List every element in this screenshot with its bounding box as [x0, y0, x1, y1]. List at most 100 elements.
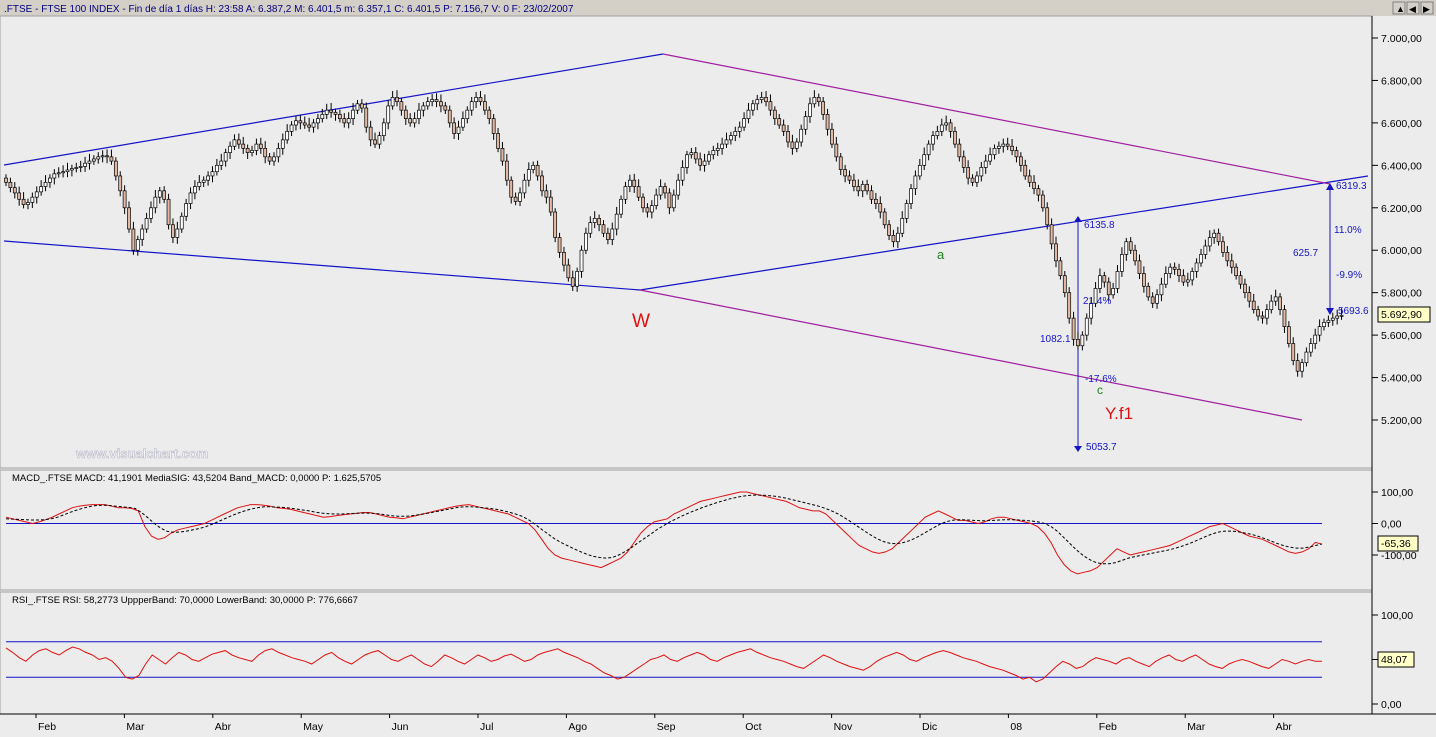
window-title: .FTSE - FTSE 100 INDEX - Fin de día 1 dí… — [4, 4, 574, 15]
candle — [355, 103, 360, 111]
candle — [1111, 288, 1115, 296]
rsi-line — [5, 646, 1323, 683]
candle — [562, 251, 566, 266]
candle — [1058, 260, 1063, 277]
candle — [649, 205, 654, 213]
candle — [131, 228, 136, 251]
candle — [87, 160, 92, 164]
x-tick-label: Feb — [1099, 721, 1117, 732]
candle — [852, 179, 856, 187]
price-y-tick-label: 6.200,00 — [1381, 203, 1422, 215]
candle — [579, 249, 584, 272]
candle — [34, 191, 39, 198]
x-tick-label: May — [303, 721, 324, 732]
macd-lines — [5, 491, 1323, 575]
candle — [526, 169, 531, 181]
candle — [135, 239, 140, 251]
price-y-tick-label: 6.600,00 — [1381, 118, 1422, 130]
candle — [368, 126, 373, 141]
candle — [970, 177, 975, 183]
candle — [1137, 260, 1142, 274]
candle — [751, 103, 755, 111]
candle — [777, 118, 782, 126]
candle — [417, 109, 421, 119]
candle — [478, 97, 483, 103]
candle — [553, 211, 558, 238]
candle — [917, 164, 922, 177]
candle — [895, 232, 900, 243]
candle — [834, 143, 839, 158]
candle — [215, 164, 219, 173]
candle — [1080, 334, 1085, 347]
candle — [469, 101, 474, 111]
chevron-right-icon: ▶ — [1423, 4, 1430, 14]
candle — [320, 114, 325, 119]
candle — [4, 177, 8, 183]
candle — [957, 143, 962, 158]
candle — [636, 186, 641, 198]
candle — [118, 175, 123, 192]
candle — [887, 224, 891, 236]
candle — [759, 97, 764, 100]
annotation-5053: 5053.7 — [1086, 442, 1117, 453]
candle — [377, 135, 382, 145]
candle — [1221, 241, 1225, 253]
candle — [443, 105, 448, 111]
candle — [1216, 232, 1221, 243]
wave-label-yf1: Y.f1 — [1105, 404, 1133, 423]
candle — [171, 224, 175, 238]
candle — [78, 166, 83, 168]
rsi-current-value: 48,07 — [1381, 654, 1407, 666]
candle — [1076, 339, 1080, 347]
candle — [127, 207, 131, 230]
candle — [408, 118, 413, 124]
candle — [900, 218, 905, 234]
annotation-6319: 6319.3 — [1336, 181, 1367, 192]
annotation-pct214: 21.4% — [1083, 296, 1111, 307]
candle — [395, 97, 399, 103]
candle — [1089, 302, 1094, 319]
candle — [1185, 279, 1190, 283]
annotation-5693: 5693.6 — [1338, 306, 1369, 317]
rsi-y-tick-label: 100,00 — [1381, 610, 1413, 622]
candle — [733, 131, 738, 136]
candle — [1247, 292, 1252, 302]
candle — [606, 232, 610, 240]
candle — [83, 162, 87, 167]
candle — [316, 118, 320, 124]
candle — [1207, 237, 1212, 247]
candle — [768, 101, 773, 111]
x-tick-label: Feb — [38, 721, 56, 732]
candle — [307, 124, 312, 128]
candle — [821, 101, 826, 115]
candle — [474, 97, 478, 103]
candle — [210, 171, 215, 177]
candle — [197, 181, 202, 187]
candle — [1278, 296, 1282, 310]
candle — [623, 186, 628, 200]
candle — [285, 131, 290, 141]
wave-label-c: c — [1097, 383, 1103, 397]
candle — [483, 101, 487, 111]
candle — [689, 152, 694, 156]
candle — [1023, 164, 1028, 177]
scroll-right-button[interactable] — [1420, 1, 1434, 15]
scroll-left-button[interactable] — [1406, 1, 1420, 15]
scroll-up-button[interactable] — [1392, 1, 1406, 15]
candle — [1243, 283, 1247, 294]
candle — [601, 224, 606, 234]
candle — [1194, 262, 1199, 272]
rsi-lines — [5, 646, 1323, 683]
candle — [399, 101, 404, 111]
candle — [632, 179, 637, 187]
candle — [799, 128, 804, 143]
candle — [838, 156, 843, 170]
candle — [1001, 143, 1006, 147]
candle — [1300, 362, 1304, 372]
watermark: www.visualchart.com — [75, 446, 208, 461]
annotations: 6319.3 11.0% 625.7 -9.9% 5693.6 6135.8 2… — [1040, 181, 1369, 453]
candle — [535, 164, 540, 177]
arrow-down-icon — [1326, 308, 1334, 315]
candle — [166, 198, 171, 226]
